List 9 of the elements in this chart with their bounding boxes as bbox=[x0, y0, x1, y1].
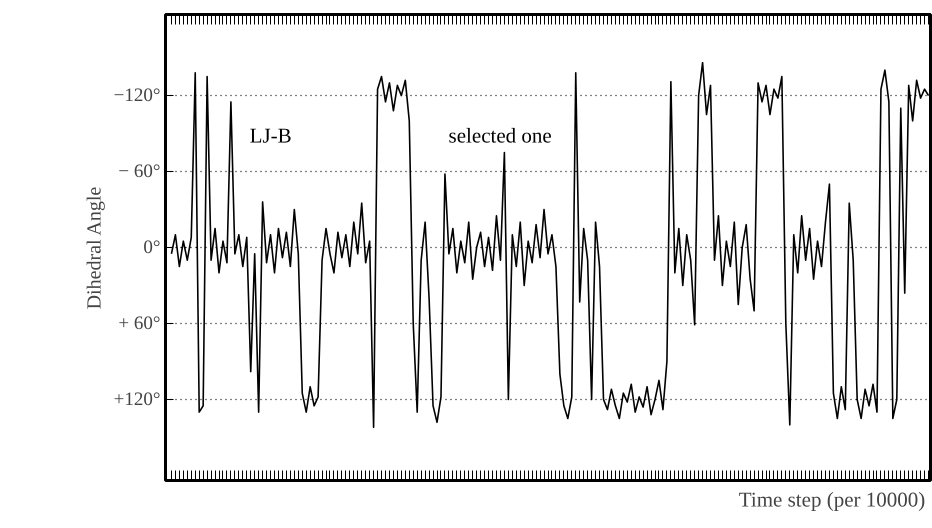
annotation: LJ-B bbox=[250, 124, 292, 148]
y-axis-title: Dihedral Angle bbox=[84, 186, 106, 310]
x-axis-title: Time step (per 10000) bbox=[738, 488, 926, 512]
annotation: selected one bbox=[448, 124, 552, 148]
y-tick-label: +120° bbox=[114, 388, 161, 410]
y-tick-label: + 60° bbox=[118, 312, 161, 334]
y-tick-label: − 60° bbox=[118, 161, 161, 182]
y-tick-label: 0° bbox=[143, 237, 161, 258]
y-tick-label: −120° bbox=[114, 85, 161, 106]
